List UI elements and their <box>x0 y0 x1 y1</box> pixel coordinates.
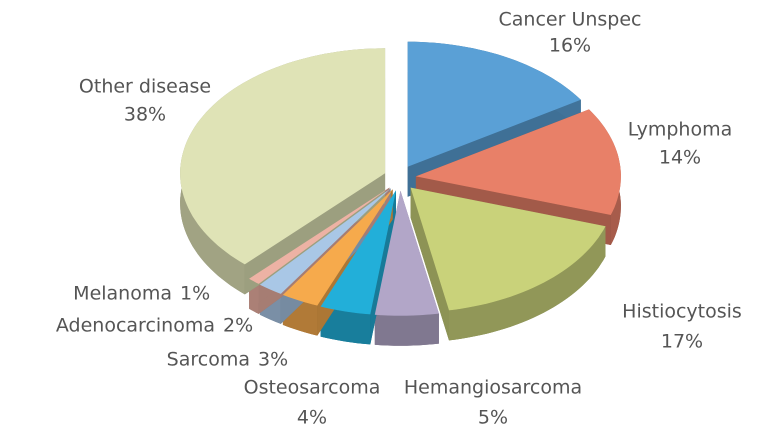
slice-side-face <box>320 306 371 345</box>
pie-slice <box>415 109 621 215</box>
slice-label: Osteosarcoma <box>244 377 381 399</box>
slice-side-face <box>410 187 449 341</box>
slice-label: Histiocytosis <box>622 301 742 323</box>
pie-slice <box>407 41 581 167</box>
slice-value-label: 4% <box>297 407 327 429</box>
pie-slice <box>282 189 393 306</box>
slice-label: Cancer Unspec <box>499 9 642 31</box>
slice-label: Lymphoma <box>628 119 732 141</box>
pie-slice <box>259 188 391 294</box>
slice-label: Other disease <box>79 76 211 98</box>
slice-value-label: 2% <box>223 315 253 337</box>
pie-slice <box>249 187 390 284</box>
pie-slice <box>320 190 396 315</box>
slice-value-label: 17% <box>661 331 703 353</box>
pie-slice <box>180 48 386 265</box>
slice-value-label: 1% <box>180 283 210 305</box>
pie-slice <box>374 190 439 316</box>
slice-value-label: 38% <box>124 104 166 126</box>
slice-value-label: 5% <box>478 407 508 429</box>
slice-label: Sarcoma <box>167 349 250 371</box>
slice-value-label: 16% <box>549 35 591 57</box>
slice-label: Hemangiosarcoma <box>404 377 582 399</box>
slice-label: Adenocarcinoma <box>56 315 215 337</box>
slice-side-face <box>374 313 439 346</box>
slice-value-label: 14% <box>659 147 701 169</box>
slice-value-label: 3% <box>258 349 288 371</box>
slice-side-face <box>449 226 606 341</box>
pie-slice <box>410 187 606 311</box>
slice-label: Melanoma <box>73 283 172 305</box>
